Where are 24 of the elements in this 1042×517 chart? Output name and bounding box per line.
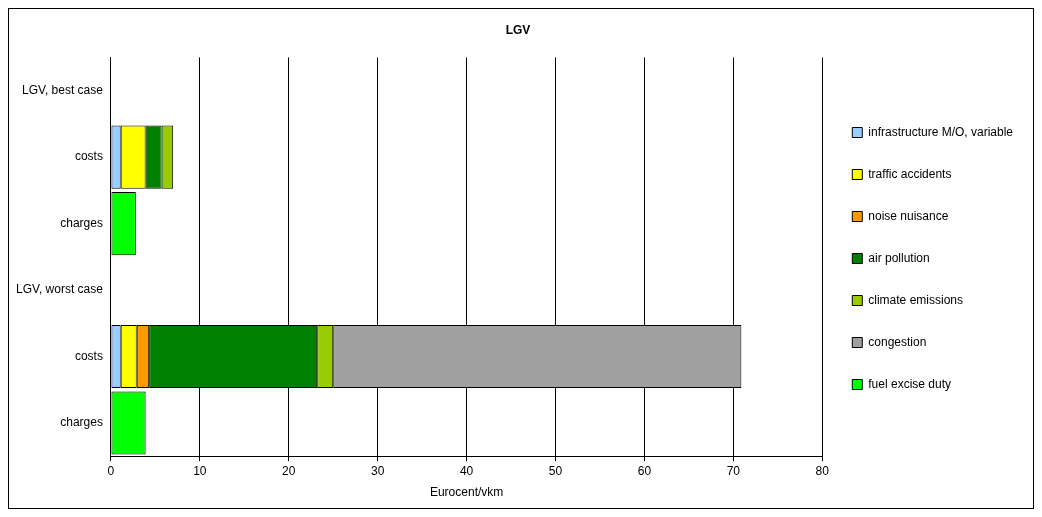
y-tick-label: LGV, worst case	[15, 282, 104, 297]
y-tick-label: costs	[74, 149, 103, 164]
x-tick-label: 20	[282, 463, 296, 478]
x-tick-label: 30	[371, 463, 385, 478]
x-tick-label: 80	[815, 463, 830, 478]
legend-label: fuel excise duty	[868, 376, 951, 391]
x-tick-label: 10	[193, 463, 207, 478]
legend-label: infrastructure M/O, variable	[868, 124, 1014, 139]
x-tick-label: 60	[637, 463, 652, 478]
x-tick-label: 70	[726, 463, 741, 478]
y-tick-label: charges	[60, 415, 103, 430]
chart-title: LGV	[505, 22, 531, 37]
x-tick-label: 40	[459, 463, 474, 478]
x-tick-label: 50	[548, 463, 563, 478]
y-tick-label: charges	[60, 215, 103, 230]
legend-label: traffic accidents	[868, 166, 952, 181]
x-axis-title: Eurocent/vkm	[429, 485, 504, 500]
y-tick-label: costs	[74, 348, 103, 363]
legend-label: noise nuisance	[868, 208, 949, 223]
x-tick-label: 0	[107, 463, 115, 478]
legend-label: congestion	[868, 334, 927, 349]
legend-label: air pollution	[868, 250, 930, 265]
legend-label: climate emissions	[868, 292, 963, 307]
y-tick-label: LGV, best case	[21, 82, 104, 97]
